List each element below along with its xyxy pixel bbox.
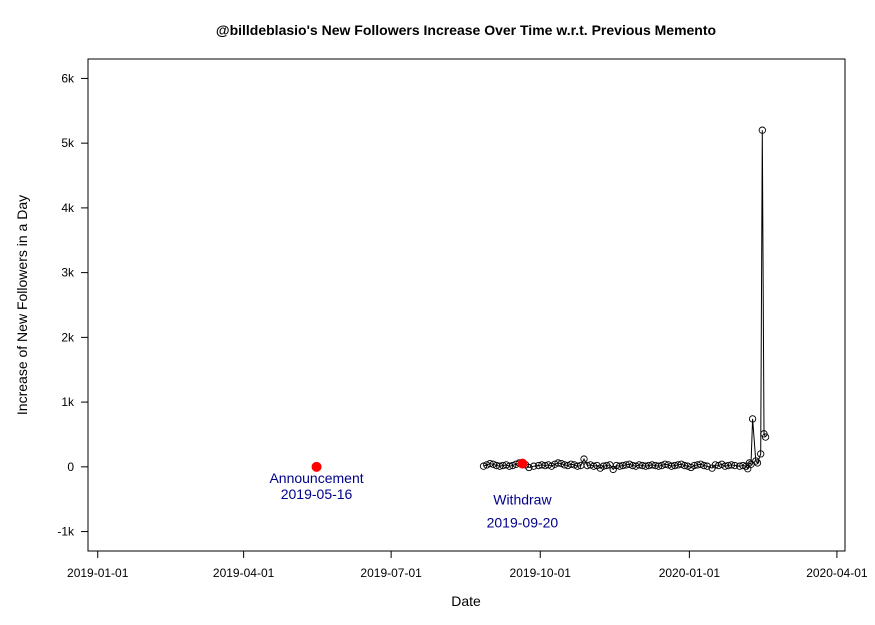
data-point (479, 462, 488, 470)
data-point (703, 462, 711, 470)
event-date-label: 2019-05-16 (281, 486, 353, 502)
data-point (758, 126, 766, 134)
data-point (677, 460, 685, 468)
data-point (752, 457, 760, 465)
x-tick-label: 2020-04-01 (806, 566, 868, 580)
data-point (700, 461, 708, 470)
data-point (505, 462, 514, 470)
data-point (757, 450, 765, 458)
x-tick-label: 2019-01-01 (67, 566, 129, 580)
data-point (654, 462, 663, 470)
data-point (753, 459, 762, 467)
data-point (603, 461, 611, 470)
event-marker (311, 461, 322, 472)
y-tick-label: 3k (61, 266, 75, 280)
event-label: Announcement (269, 470, 363, 486)
data-point (661, 460, 669, 468)
data-point (625, 460, 634, 468)
y-tick-label: 2k (61, 330, 75, 344)
y-tick-label: 6k (61, 71, 75, 85)
data-point (554, 459, 562, 467)
event-marker (517, 458, 528, 469)
series-layer (479, 126, 770, 474)
data-point (761, 433, 770, 441)
data-point (509, 461, 517, 470)
y-tick-label: -1k (57, 525, 75, 539)
x-tick-label: 2019-10-01 (510, 566, 572, 580)
event-date-label: 2019-09-20 (487, 515, 559, 531)
data-point (489, 460, 497, 468)
event-label: Withdraw (493, 492, 552, 508)
data-point (557, 459, 565, 468)
plot-frame (87, 58, 846, 552)
x-tick-label: 2019-07-01 (360, 566, 422, 580)
y-tick-label: 5k (61, 136, 75, 150)
data-point (567, 460, 575, 468)
chart-title: @billdeblasio's New Followers Increase O… (216, 22, 716, 38)
y-tick-label: 1k (61, 395, 75, 409)
y-axis-label: Increase of New Followers in a Day (14, 195, 30, 415)
data-point (697, 460, 705, 468)
data-point (530, 462, 538, 470)
data-point (727, 461, 736, 469)
data-point (680, 461, 689, 470)
data-point (745, 459, 754, 467)
x-axis: 2019-01-01 2019-04-01 2019-07-01 2019-10-01… (67, 550, 868, 580)
data-point (748, 415, 757, 423)
x-tick-label: 2020-01-01 (659, 566, 721, 580)
x-axis-label: Date (451, 593, 481, 609)
y-tick-label: 0 (67, 460, 74, 474)
data-point (731, 461, 739, 470)
data-point (590, 462, 598, 470)
data-point (486, 459, 494, 468)
series-line (483, 130, 767, 471)
data-point (573, 462, 582, 470)
x-tick-label: 2019-04-01 (213, 566, 275, 580)
data-point (525, 463, 533, 472)
y-tick-label: 4k (61, 201, 75, 215)
data-point (580, 455, 588, 463)
y-axis: -1k 0 1k 2k 3k 4k 5k 6k (57, 71, 89, 539)
